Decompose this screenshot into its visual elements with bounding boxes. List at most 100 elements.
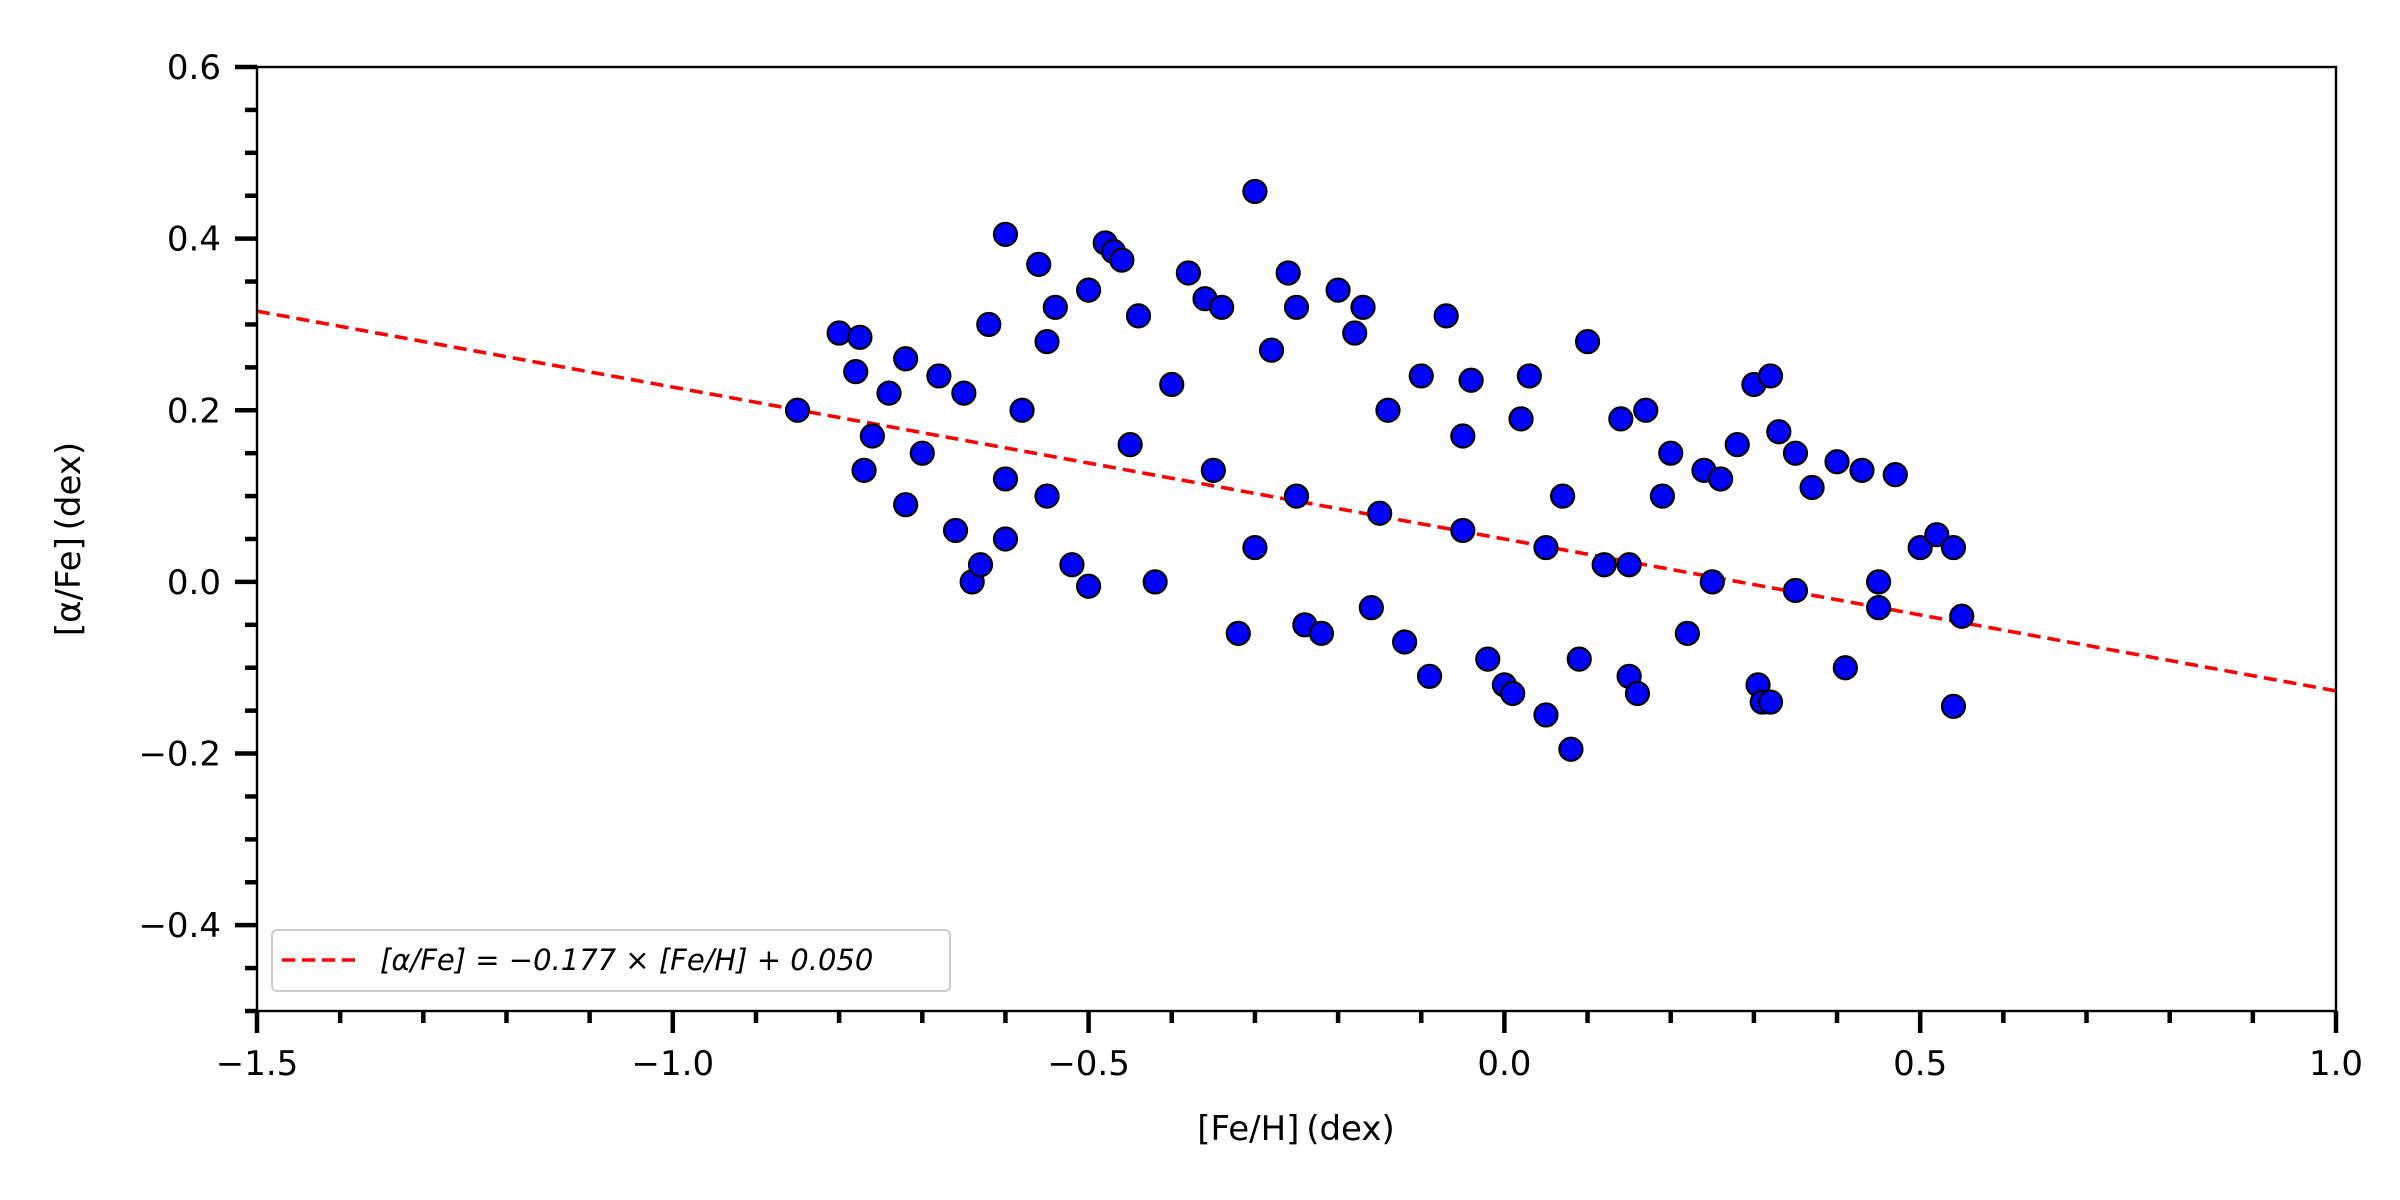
data-point: [942, 517, 969, 544]
data-point: [1283, 294, 1310, 320]
data-point: [1724, 432, 1750, 458]
data-point: [1026, 251, 1052, 277]
data-point: [843, 359, 869, 385]
data-point: [893, 346, 919, 372]
data-point: [1034, 329, 1060, 355]
y-axis-label: [α/Fe] (dex): [49, 442, 89, 636]
data-point: [1075, 277, 1102, 303]
data-point: [1533, 534, 1559, 561]
data-point: [1009, 397, 1035, 423]
data-point: [1142, 569, 1168, 595]
x-tick-label: −1.5: [216, 1044, 299, 1084]
data-point: [1533, 702, 1559, 728]
data-point: [909, 440, 935, 466]
data-point: [1450, 517, 1476, 544]
data-point: [976, 311, 1002, 338]
scatter-points: [784, 178, 1975, 762]
data-point: [1566, 646, 1592, 672]
data-point: [1799, 474, 1825, 501]
y-tick-label: 0.2: [167, 391, 221, 431]
data-point: [1416, 663, 1443, 689]
fit-line-layer: [257, 309, 2336, 693]
data-point: [926, 363, 952, 389]
x-axis-ticks: −1.5 −1.0 −0.5 0.0 0.5 1.0: [216, 1011, 2363, 1084]
data-point: [1258, 337, 1285, 363]
data-point: [1283, 483, 1310, 509]
data-point: [1308, 620, 1335, 647]
y-axis-ticks: −0.4 −0.2 0.0 0.2 0.4 0.6: [138, 48, 257, 1014]
data-point: [1591, 552, 1617, 578]
y-tick-label: −0.2: [138, 735, 221, 775]
data-point: [1882, 462, 1908, 488]
data-point: [1940, 534, 1967, 561]
data-point: [851, 457, 877, 483]
data-point: [1175, 260, 1201, 286]
data-point: [1616, 552, 1642, 578]
legend-label: [α/Fe] = −0.177 × [Fe/H] + 0.050: [380, 943, 873, 977]
data-point: [1109, 247, 1135, 273]
data-point: [784, 397, 811, 423]
data-point: [1866, 595, 1892, 621]
data-point: [1500, 680, 1526, 707]
data-point: [1633, 397, 1659, 423]
data-point: [1866, 569, 1892, 595]
data-point: [1159, 371, 1185, 398]
data-point: [1242, 534, 1268, 561]
data-point: [1550, 483, 1576, 509]
y-tick-label: 0.4: [167, 220, 221, 260]
data-point: [1940, 693, 1967, 719]
data-point: [1392, 629, 1418, 655]
data-point: [1458, 367, 1484, 393]
data-point: [1832, 655, 1858, 681]
data-point: [1608, 406, 1634, 432]
data-point: [1508, 406, 1534, 432]
x-axis-label: [Fe/H] (dex): [1197, 1109, 1395, 1149]
data-point: [1350, 294, 1376, 320]
x-tick-label: 0.5: [1893, 1044, 1947, 1084]
data-point: [1475, 646, 1501, 672]
x-tick-label: 1.0: [2309, 1044, 2363, 1084]
legend: [α/Fe] = −0.177 × [Fe/H] + 0.050: [271, 929, 951, 992]
data-point: [1342, 320, 1368, 346]
data-point: [1674, 620, 1700, 647]
data-point: [1125, 303, 1152, 329]
fit-line: [257, 309, 2336, 693]
data-point: [1766, 419, 1792, 445]
data-point: [1574, 329, 1601, 355]
data-point: [992, 466, 1019, 492]
data-point: [1624, 680, 1651, 707]
data-point: [1708, 466, 1734, 492]
data-point: [1242, 178, 1268, 205]
data-point: [1059, 552, 1085, 578]
x-tick-label: 0.0: [1477, 1044, 1531, 1084]
data-point: [826, 320, 852, 346]
data-point: [1949, 603, 1975, 629]
data-point: [1408, 363, 1434, 389]
x-tick-label: −0.5: [1047, 1044, 1130, 1084]
data-point: [1325, 277, 1351, 303]
plot-frame: [255, 65, 2338, 1013]
data-point: [992, 526, 1019, 552]
data-point: [1042, 294, 1068, 320]
data-point: [1375, 397, 1401, 423]
data-point: [1924, 522, 1950, 548]
legend-box: [271, 929, 951, 992]
data-point: [951, 380, 977, 406]
data-point: [1699, 569, 1725, 595]
data-point: [1658, 440, 1684, 466]
data-point: [1849, 457, 1875, 483]
data-point: [1516, 363, 1542, 389]
data-point: [847, 324, 873, 350]
y-tick-label: 0.0: [167, 563, 221, 603]
data-point: [992, 221, 1019, 247]
x-tick-label: −1.0: [632, 1044, 715, 1084]
y-tick-label: 0.6: [167, 48, 221, 88]
data-point: [893, 492, 919, 518]
data-point: [1757, 363, 1784, 389]
data-point: [1275, 260, 1301, 286]
data-point: [1558, 736, 1584, 762]
data-point: [967, 552, 994, 578]
data-point: [1757, 689, 1784, 715]
data-point: [1433, 303, 1459, 329]
